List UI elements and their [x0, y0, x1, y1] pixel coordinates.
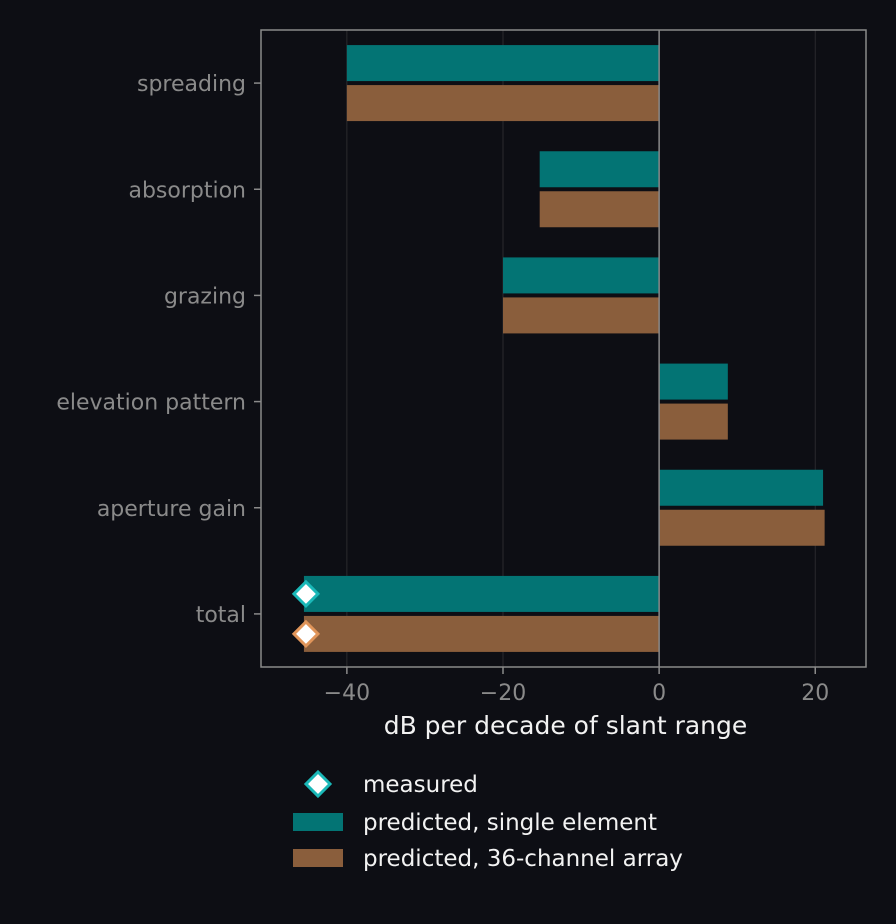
- y-tick-label-total: total: [196, 603, 246, 628]
- legend-label-predicted-36-channel-array: predicted, 36-channel array: [363, 846, 683, 872]
- bar-grazing-array: [503, 297, 660, 334]
- measured-marker-total-array: [291, 619, 321, 649]
- legend-label-measured: measured: [363, 772, 478, 798]
- legend-label-predicted-single-element: predicted, single element: [363, 810, 657, 836]
- bar-total-array: [303, 615, 660, 652]
- bar-grazing-single-element: [503, 257, 660, 294]
- plot-frame: [260, 29, 867, 668]
- bar-absorption-single-element: [539, 151, 660, 188]
- legend: measured predicted, single element predict…: [293, 769, 683, 872]
- x-axis-ticks: −40 −20 0 20: [324, 667, 829, 706]
- y-tick-label-aperture-gain: aperture gain: [97, 497, 246, 522]
- y-tick-label-grazing: grazing: [164, 284, 246, 309]
- bar-absorption-array: [539, 191, 660, 228]
- bar-elevation-pattern-array: [659, 403, 728, 440]
- x-tick-label: −40: [324, 681, 370, 706]
- bars: [303, 30, 825, 667]
- x-axis-label: dB per decade of slant range: [384, 711, 748, 740]
- legend-swatch-predicted-single-element: [293, 813, 343, 831]
- y-tick-label-absorption: absorption: [128, 178, 246, 203]
- bar-spreading-array: [346, 85, 660, 122]
- y-tick-label-elevation-pattern: elevation pattern: [56, 391, 246, 416]
- bar-total-single-element: [303, 575, 660, 612]
- bar-aperture-gain-single-element: [659, 469, 824, 506]
- bar-aperture-gain-array: [659, 509, 825, 546]
- bar-elevation-pattern-single-element: [659, 363, 728, 400]
- grid-lines: [346, 30, 816, 667]
- x-tick-label: 0: [652, 681, 666, 706]
- x-tick-label: 20: [801, 681, 829, 706]
- y-tick-label-spreading: spreading: [137, 72, 246, 97]
- measured-markers: [291, 579, 321, 649]
- bar-spreading-single-element: [346, 45, 660, 82]
- measured-marker-total-single-element: [291, 579, 321, 609]
- x-tick-label: −20: [480, 681, 526, 706]
- legend-swatch-predicted-36-channel-array: [293, 849, 343, 867]
- y-axis-ticks: spreading absorption grazing elevation patt…: [56, 72, 261, 628]
- legend-measured-marker: [303, 769, 333, 799]
